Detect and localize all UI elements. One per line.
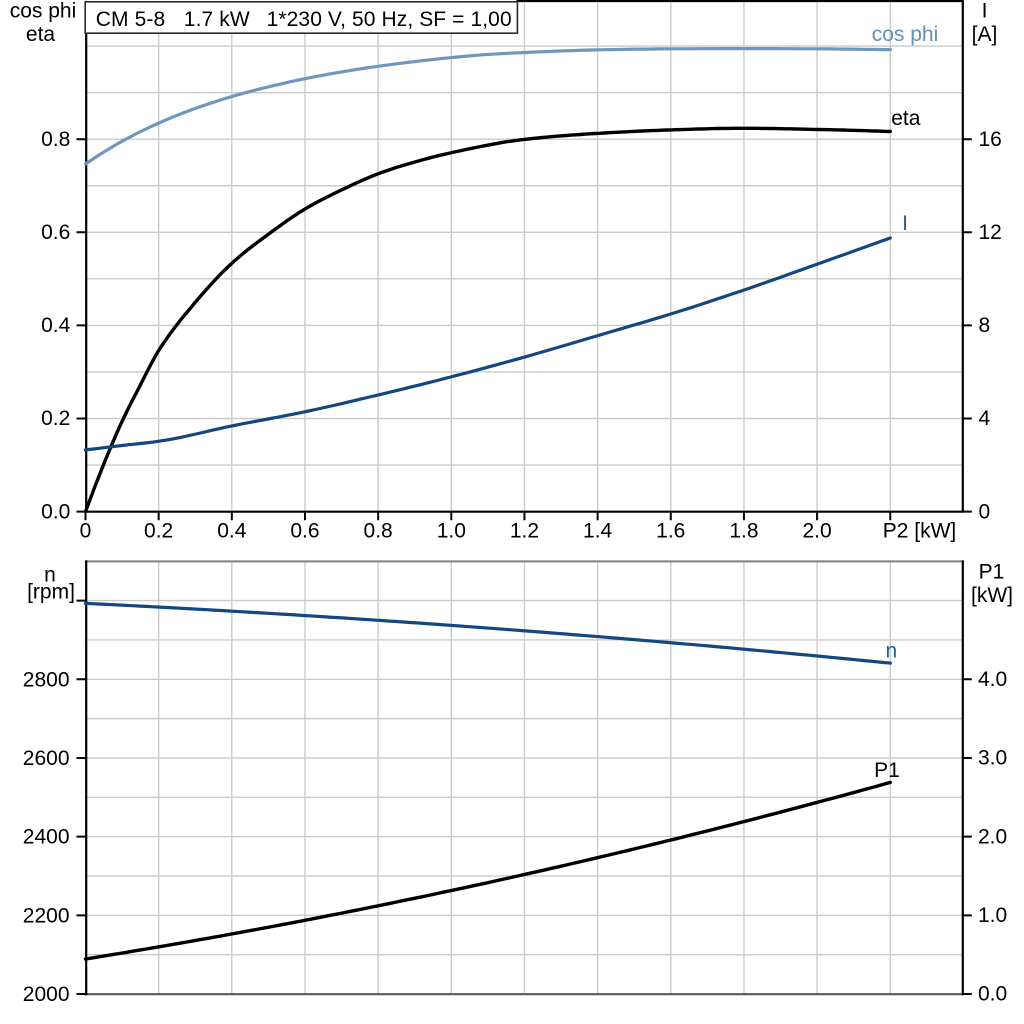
svg-text:0.4: 0.4 (217, 520, 247, 543)
svg-text:2200: 2200 (23, 904, 70, 927)
svg-text:0.2: 0.2 (41, 407, 70, 430)
svg-text:0.6: 0.6 (41, 221, 70, 244)
svg-text:n: n (885, 640, 897, 663)
svg-text:3.0: 3.0 (978, 747, 1007, 770)
svg-text:0.4: 0.4 (41, 314, 71, 337)
svg-text:[rpm]: [rpm] (27, 581, 75, 604)
svg-text:2600: 2600 (23, 747, 70, 770)
svg-text:2.0: 2.0 (802, 520, 831, 543)
svg-text:12: 12 (979, 221, 1002, 244)
svg-text:4.0: 4.0 (978, 668, 1007, 691)
svg-text:1.8: 1.8 (729, 520, 758, 543)
svg-text:1.0: 1.0 (978, 904, 1007, 927)
svg-text:0.0: 0.0 (978, 983, 1007, 1006)
svg-text:0.8: 0.8 (364, 520, 393, 543)
svg-text:16: 16 (979, 128, 1002, 151)
svg-text:1*230 V, 50 Hz, SF = 1,00: 1*230 V, 50 Hz, SF = 1,00 (267, 8, 512, 31)
svg-text:n: n (44, 564, 56, 587)
svg-text:P1: P1 (979, 561, 1005, 584)
svg-text:1.0: 1.0 (437, 520, 466, 543)
svg-text:1.4: 1.4 (583, 520, 613, 543)
svg-text:0.8: 0.8 (41, 128, 70, 151)
svg-text:[A]: [A] (972, 23, 998, 46)
svg-text:0.0: 0.0 (41, 500, 70, 523)
svg-text:0: 0 (979, 500, 991, 523)
svg-text:I: I (982, 0, 988, 23)
svg-text:eta: eta (891, 107, 921, 130)
svg-text:1.7 kW: 1.7 kW (184, 8, 250, 31)
svg-text:[kW]: [kW] (971, 584, 1013, 607)
svg-text:cos phi: cos phi (872, 23, 939, 46)
svg-text:P1: P1 (874, 759, 900, 782)
svg-text:I: I (902, 212, 908, 235)
svg-text:P2 [kW]: P2 [kW] (883, 520, 957, 543)
svg-text:8: 8 (979, 314, 991, 337)
svg-text:CM 5-8: CM 5-8 (96, 8, 165, 31)
svg-text:4: 4 (979, 407, 991, 430)
svg-text:2.0: 2.0 (978, 825, 1007, 848)
svg-text:0.6: 0.6 (290, 520, 319, 543)
svg-text:cos phi: cos phi (10, 0, 77, 23)
svg-text:2400: 2400 (23, 826, 70, 849)
svg-text:0.2: 0.2 (144, 520, 173, 543)
svg-text:1.2: 1.2 (510, 520, 539, 543)
svg-text:2000: 2000 (23, 983, 70, 1006)
svg-text:2800: 2800 (23, 668, 70, 691)
svg-text:0: 0 (80, 520, 92, 543)
svg-text:eta: eta (26, 23, 56, 46)
svg-text:1.6: 1.6 (656, 520, 685, 543)
